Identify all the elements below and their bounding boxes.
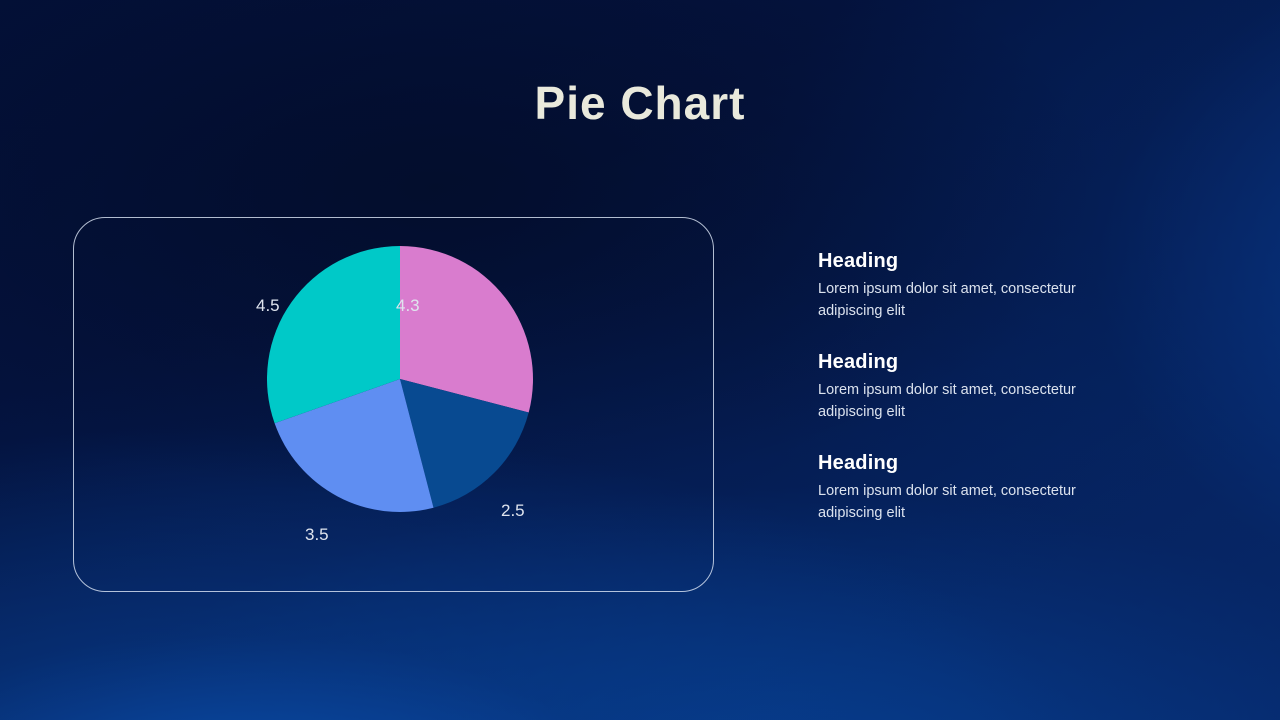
page-title: Pie Chart bbox=[534, 77, 746, 129]
info-list: Heading Lorem ipsum dolor sit amet, cons… bbox=[818, 250, 1118, 525]
slice-label-teal: 4.5 bbox=[256, 296, 280, 315]
info-body: Lorem ipsum dolor sit amet, consectetur … bbox=[818, 381, 1076, 421]
cornflower-slice[interactable] bbox=[274, 379, 434, 513]
slice-label-cornflower: 3.5 bbox=[305, 525, 329, 544]
slice-label-dark-blue: 2.5 bbox=[501, 501, 525, 520]
teal-slice[interactable] bbox=[267, 246, 400, 424]
dark-blue-slice[interactable] bbox=[400, 379, 529, 508]
pink-slice[interactable] bbox=[400, 246, 534, 413]
chart-card: 4.3 2.5 3.5 4.5 bbox=[73, 217, 714, 592]
info-heading: Heading bbox=[818, 451, 899, 474]
pie-chart-svg bbox=[267, 246, 534, 513]
info-heading: Heading bbox=[818, 250, 899, 272]
info-block: Heading Lorem ipsum dolor sit amet, cons… bbox=[818, 452, 1118, 525]
info-body: Lorem ipsum dolor sit amet, consectetur … bbox=[818, 482, 1076, 522]
info-block: Heading Lorem ipsum dolor sit amet, cons… bbox=[818, 351, 1118, 424]
pie-chart: 4.3 2.5 3.5 4.5 bbox=[74, 218, 715, 593]
info-body: Lorem ipsum dolor sit amet, consectetur … bbox=[818, 281, 1076, 320]
info-heading: Heading bbox=[818, 350, 899, 373]
pie-slice-group bbox=[267, 246, 534, 513]
slice-label-pink: 4.3 bbox=[396, 296, 420, 315]
info-block: Heading Lorem ipsum dolor sit amet, cons… bbox=[818, 250, 1118, 323]
